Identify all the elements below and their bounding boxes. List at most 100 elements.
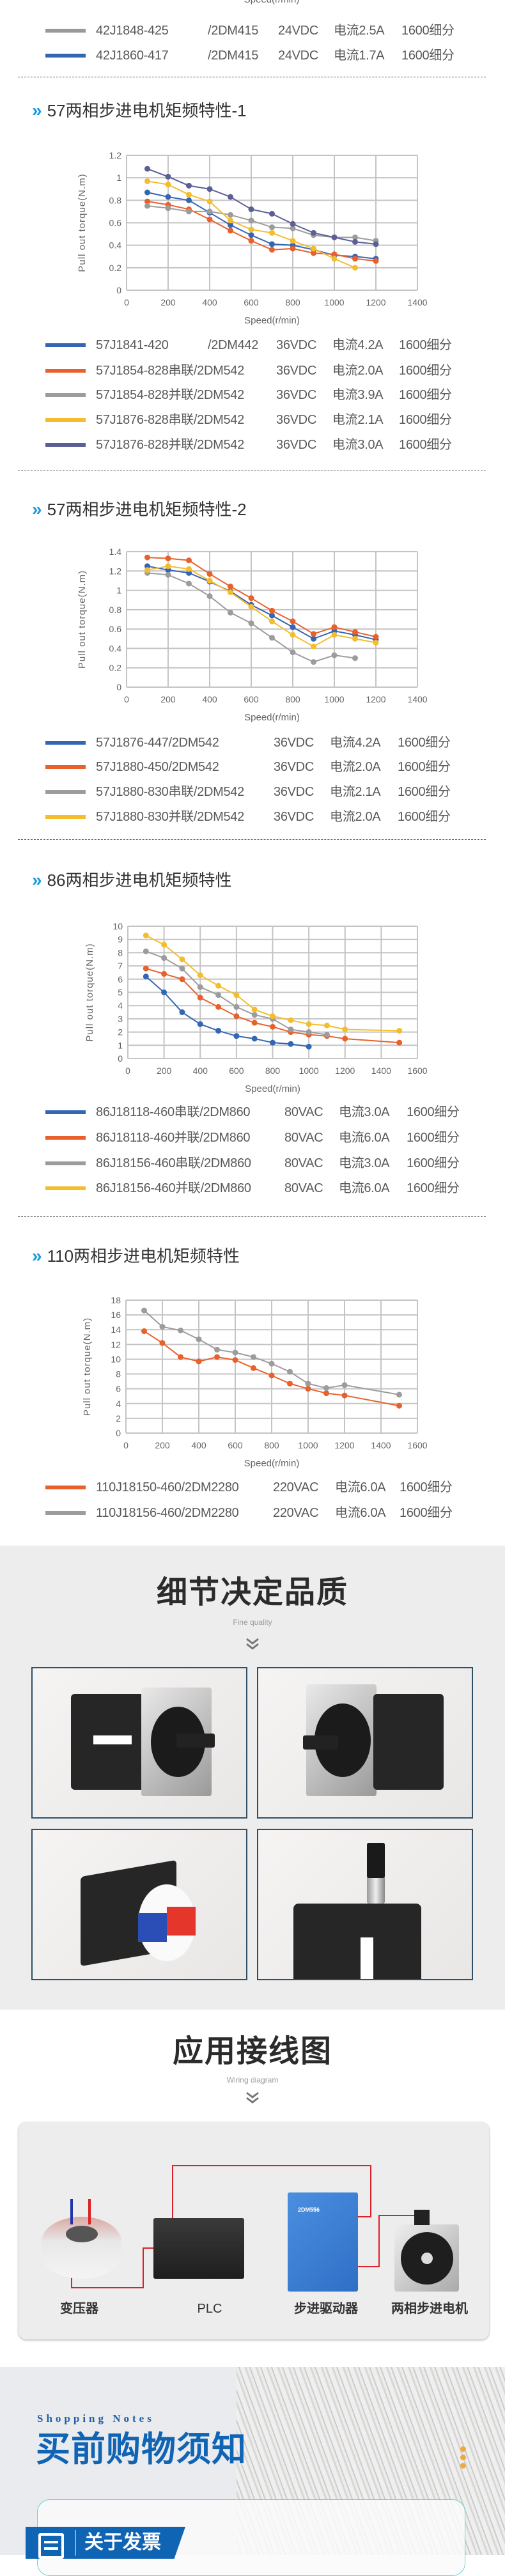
x-tick-label: 600 [244, 297, 259, 307]
data-point [373, 639, 379, 646]
data-point [269, 607, 275, 614]
data-point [287, 1381, 293, 1387]
data-point [270, 1013, 276, 1020]
data-point [186, 557, 192, 564]
data-point [269, 224, 275, 231]
legend-item: 57J1854-828串联/2DM542 36VDC 电流2.0A 1600细分 [0, 362, 505, 379]
double-chevron-down-icon [246, 1638, 259, 1650]
data-point [165, 173, 171, 180]
data-point [179, 1009, 185, 1016]
data-point [197, 972, 203, 979]
wire [71, 2287, 144, 2288]
legend-steps: 1600细分 [398, 760, 451, 774]
data-point [251, 1365, 256, 1371]
data-point [251, 1020, 258, 1026]
legend-voltage: 24VDC [278, 24, 318, 38]
data-point [290, 624, 296, 630]
legend-swatch [45, 1486, 86, 1489]
data-point [269, 635, 275, 641]
data-point [290, 221, 296, 227]
wire [355, 2266, 380, 2267]
y-tick-label: 4 [118, 1000, 123, 1011]
data-point [248, 206, 254, 212]
detail-subtitle: Fine quality [233, 1618, 272, 1627]
legend-item: 57J1876-828串联/2DM542 36VDC 电流2.1A 1600细分 [0, 412, 505, 428]
x-tick-label: 200 [157, 1066, 172, 1076]
y-tick-label: 0 [116, 682, 121, 692]
legend-item: 42J1848-425/2DM415 24VDC 电流2.5A 1600细分 [0, 22, 505, 39]
legend-steps: 1600细分 [400, 1506, 453, 1520]
legend-steps: 1600细分 [399, 438, 452, 452]
legend-swatch [45, 443, 86, 447]
legend-current: 电流2.0A [332, 364, 384, 378]
x-tick-label: 1600 [407, 1066, 427, 1076]
x-tick-label: 600 [244, 694, 259, 704]
y-tick-label: 18 [111, 1295, 121, 1305]
data-point [232, 1349, 238, 1356]
legend-model: 86J18156-460并联/2DM860 [96, 1181, 251, 1195]
wire [143, 2247, 144, 2288]
data-point [143, 965, 149, 972]
data-point [290, 238, 296, 244]
y-tick-label: 0 [116, 285, 121, 295]
data-point [331, 624, 338, 630]
legend-steps: 1600细分 [398, 810, 451, 824]
data-point [269, 229, 275, 236]
data-point [306, 1021, 312, 1027]
data-point [161, 971, 167, 977]
data-point [248, 620, 254, 626]
y-tick-label: 0.8 [109, 605, 122, 615]
motor-photo-front-right [257, 1667, 473, 1819]
data-point [159, 1324, 166, 1330]
data-point [144, 178, 150, 184]
legend-steps: 1600细分 [399, 364, 452, 378]
data-point [352, 655, 358, 662]
data-point [288, 1026, 294, 1032]
data-point [352, 629, 358, 635]
data-point [290, 632, 296, 638]
legend-swatch [45, 29, 86, 33]
legend-item: 86J18156-460并联/2DM860 80VAC 电流6.0A 1600细分 [0, 1180, 505, 1197]
y-tick-label: 1 [118, 1040, 123, 1050]
wire [378, 2215, 380, 2267]
data-point [373, 258, 379, 264]
legend-steps: 1600细分 [407, 1131, 460, 1145]
legend-voltage: 36VDC [276, 413, 316, 427]
data-point [232, 1357, 238, 1363]
data-point [311, 250, 316, 256]
legend-current: 电流3.0A [339, 1156, 390, 1170]
data-point [311, 631, 316, 637]
data-point [269, 247, 275, 253]
data-point [144, 567, 150, 573]
legend-steps: 1600细分 [399, 338, 452, 352]
series-line [147, 201, 377, 262]
data-point [311, 643, 316, 649]
y-tick-label: 14 [111, 1324, 121, 1335]
data-point [186, 580, 192, 587]
section-title-text: 110两相步进电机矩频特性 [47, 1246, 240, 1266]
data-point [311, 635, 316, 642]
data-point [165, 563, 171, 570]
divider [18, 839, 486, 840]
legend-swatch [45, 343, 86, 347]
double-chevron-right-icon: » [32, 499, 42, 519]
stepper-driver-image: 2DM556 [288, 2192, 358, 2292]
y-tick-label: 0.4 [109, 240, 122, 251]
plc-image [153, 2218, 244, 2279]
wire [378, 2215, 422, 2216]
legend-swatch [45, 1186, 86, 1190]
data-point [186, 208, 192, 215]
wiring-title: 应用接线图 [172, 2035, 332, 2068]
x-tick-label: 1600 [407, 1440, 427, 1450]
x-axis-label: Speed(r/min) [244, 712, 300, 723]
section-title-57-1: » 57两相步进电机矩频特性-1 [32, 101, 247, 121]
data-point [233, 1013, 240, 1020]
y-axis-label: Pull out torque(N.m) [77, 570, 88, 669]
data-point [290, 245, 296, 252]
component-label-transformer: 变压器 [60, 2302, 98, 2316]
data-point [143, 932, 149, 938]
x-tick-label: 1400 [407, 694, 427, 704]
section-title-86: » 86两相步进电机矩频特性 [32, 871, 232, 890]
data-point [206, 208, 213, 215]
data-point [197, 984, 203, 990]
